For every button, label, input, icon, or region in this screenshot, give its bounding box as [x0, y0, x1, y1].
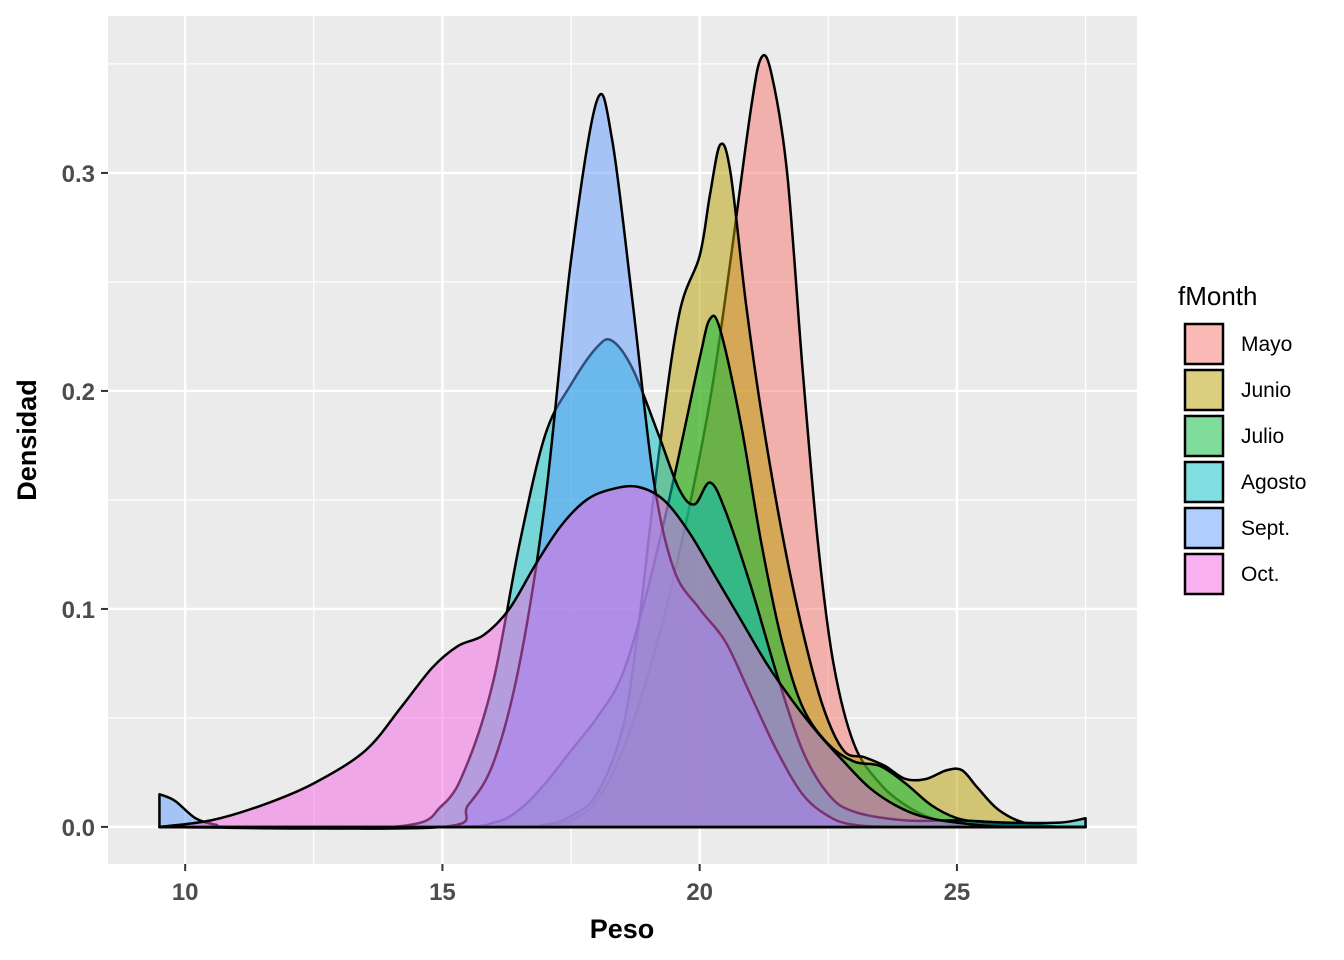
legend-swatch-sept: [1183, 506, 1225, 550]
y-axis-title: Densidad: [12, 379, 42, 501]
legend-swatch-oct: [1183, 552, 1225, 596]
legend-label-mayo: Mayo: [1241, 333, 1292, 356]
density-area-oct: [158, 484, 1087, 829]
x-tick-label: 20: [686, 879, 713, 906]
y-tick-label: 0.2: [62, 379, 95, 406]
y-tick-label: 0.3: [62, 161, 95, 188]
legend: fMonth Mayo Junio Julio Agosto Sept. Oct.: [1178, 281, 1306, 596]
x-tick-label: 10: [172, 879, 199, 906]
x-tick-label: 15: [429, 879, 456, 906]
legend-swatch-julio: [1183, 414, 1225, 458]
x-axis-title: Peso: [590, 914, 655, 944]
legend-title: fMonth: [1178, 281, 1258, 311]
legend-swatch-agosto: [1183, 460, 1225, 504]
x-axis: 10 15 20 25: [172, 864, 970, 906]
legend-label-junio: Junio: [1241, 379, 1291, 402]
density-areas: [158, 53, 1087, 830]
y-axis: 0.0 0.1 0.2 0.3: [62, 161, 108, 842]
legend-label-agosto: Agosto: [1241, 471, 1306, 494]
legend-label-sept: Sept.: [1241, 517, 1290, 540]
legend-swatch-mayo: [1183, 322, 1225, 366]
y-tick-label: 0.0: [62, 815, 95, 842]
legend-label-oct: Oct.: [1241, 563, 1280, 586]
legend-swatch-junio: [1183, 368, 1225, 412]
legend-label-julio: Julio: [1241, 425, 1284, 448]
y-tick-label: 0.1: [62, 597, 95, 624]
x-tick-label: 25: [944, 879, 971, 906]
